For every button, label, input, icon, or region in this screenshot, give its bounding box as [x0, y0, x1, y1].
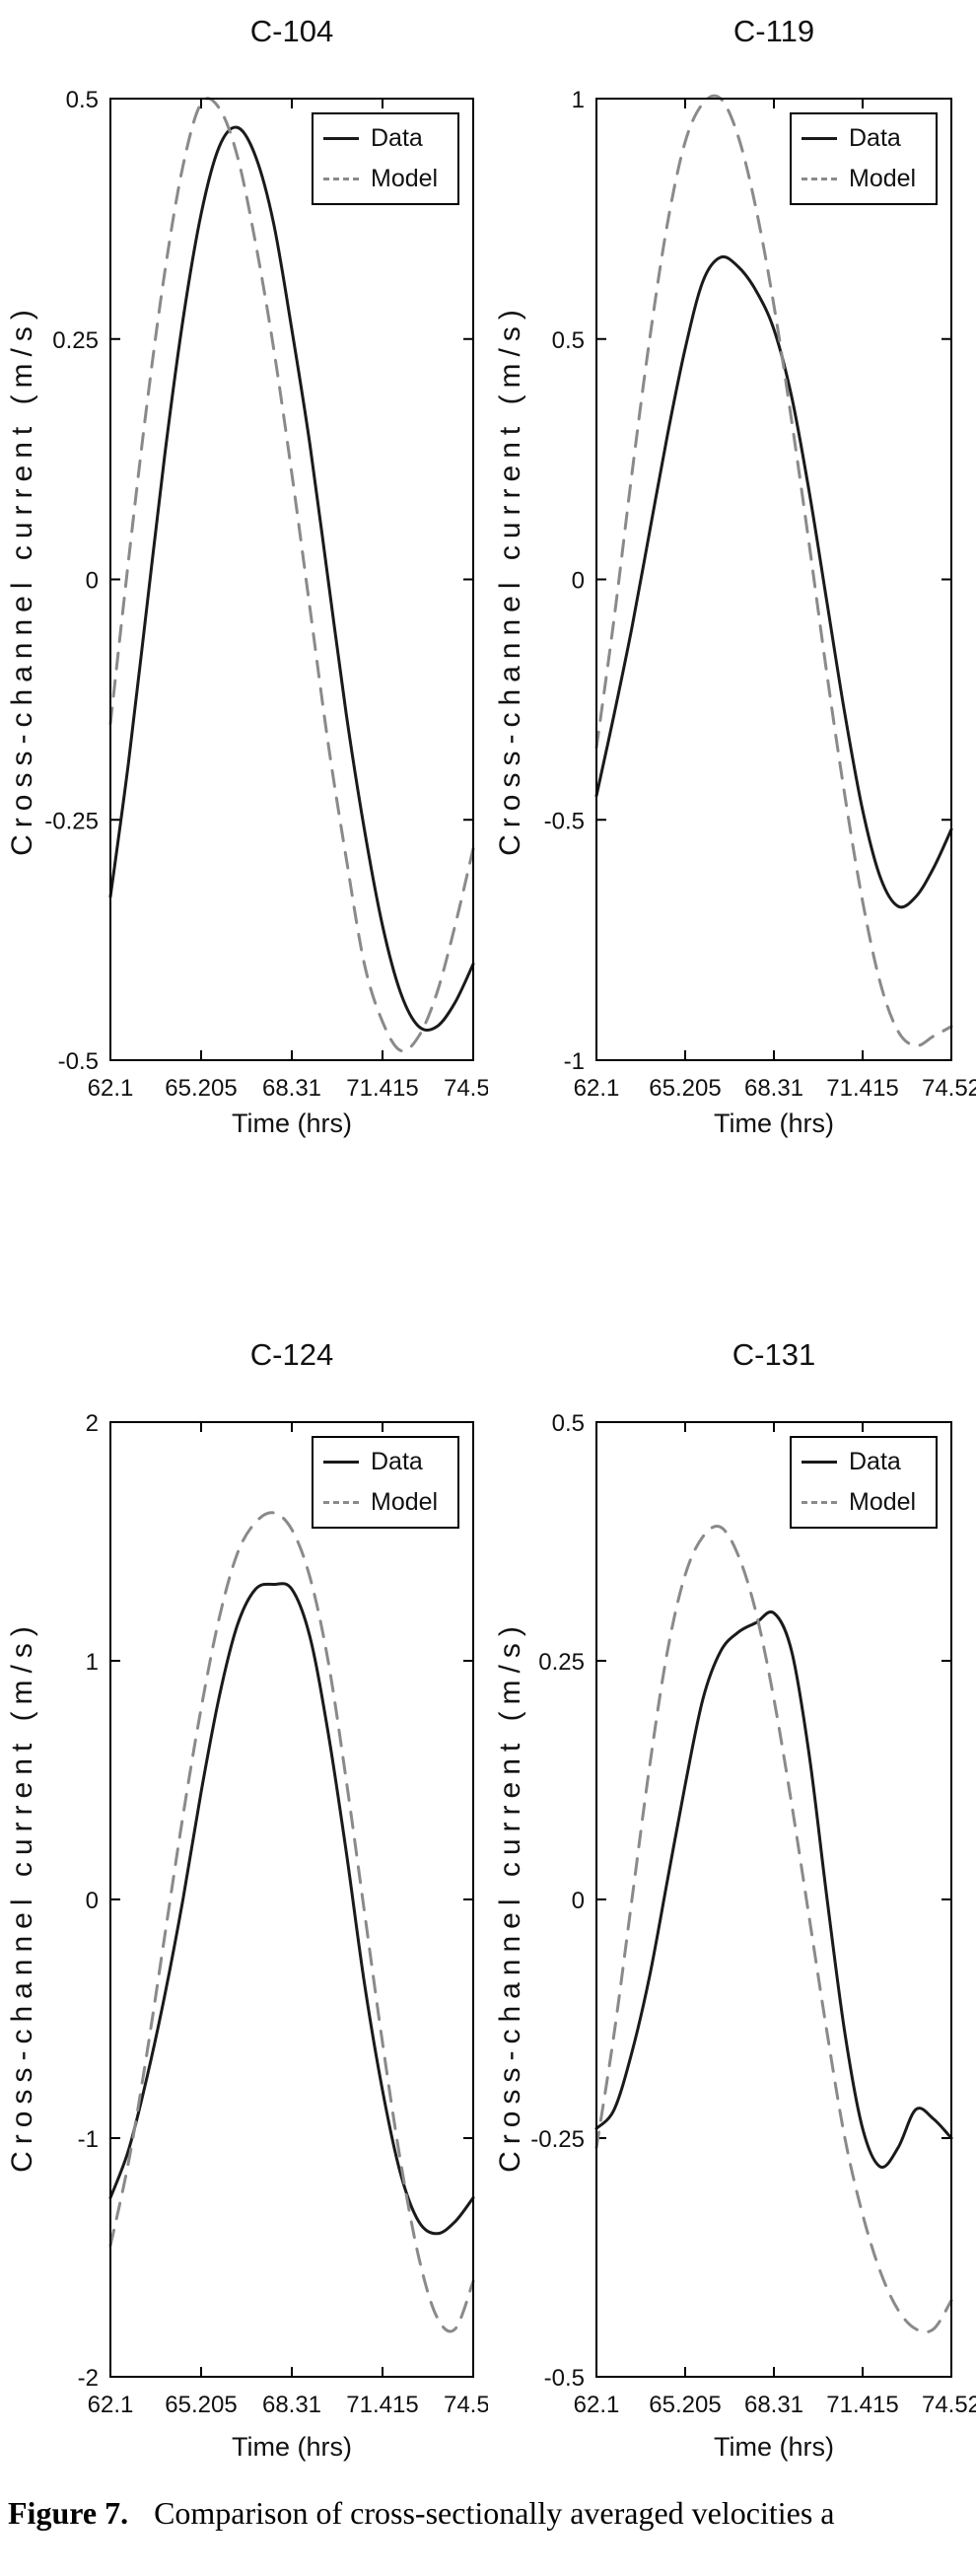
chart-c-104: 62.1 65.205 68.31 71.415 74.52 -0.5 -0.25 0 0.25… — [44, 87, 488, 1102]
model-line-sample-icon — [802, 1501, 837, 1504]
svg-text:74.52: 74.52 — [922, 1075, 976, 1102]
legend-label-data: Data — [849, 124, 901, 152]
legend-label-model: Model — [371, 1488, 439, 1516]
svg-text:68.31: 68.31 — [744, 2392, 803, 2418]
svg-text:0.25: 0.25 — [52, 327, 99, 354]
subplot-title-c-104: C-104 — [249, 14, 334, 48]
legend-entry-model: Model — [802, 165, 926, 193]
model-line-sample-icon — [802, 178, 837, 180]
legend: Data Model — [790, 1436, 938, 1529]
svg-text:-0.25: -0.25 — [44, 808, 99, 834]
svg-text:74.52: 74.52 — [922, 2392, 976, 2418]
figure-caption: Figure 7. Comparison of cross-sectionally… — [8, 2495, 974, 2544]
x-axis-label: Time (hrs) — [232, 2432, 352, 2462]
svg-text:0.25: 0.25 — [538, 1649, 585, 1676]
svg-text:71.415: 71.415 — [826, 2392, 898, 2418]
legend-entry-data: Data — [802, 1448, 926, 1476]
legend: Data Model — [790, 112, 938, 205]
x-axis-label: Time (hrs) — [232, 1109, 352, 1138]
svg-text:0: 0 — [86, 568, 99, 595]
svg-text:68.31: 68.31 — [262, 2392, 321, 2418]
svg-text:-0.5: -0.5 — [544, 2365, 585, 2392]
svg-text:-1: -1 — [78, 2126, 99, 2153]
svg-text:74.52: 74.52 — [444, 2392, 488, 2418]
svg-text:2: 2 — [86, 1410, 99, 1437]
svg-text:65.205: 65.205 — [165, 2392, 237, 2418]
legend-label-data: Data — [849, 1448, 901, 1475]
legend-label-data: Data — [371, 124, 423, 152]
subplot-title-c-124: C-124 — [249, 1337, 334, 1372]
x-axis-label: Time (hrs) — [714, 2432, 834, 2462]
model-line-sample-icon — [323, 178, 359, 180]
svg-text:-2: -2 — [78, 2365, 99, 2392]
svg-text:0: 0 — [572, 568, 585, 595]
svg-text:65.205: 65.205 — [649, 2392, 721, 2418]
svg-text:0.5: 0.5 — [552, 327, 585, 354]
x-axis-label: Time (hrs) — [714, 1109, 834, 1138]
legend-entry-data: Data — [323, 124, 448, 153]
svg-text:-0.25: -0.25 — [530, 2126, 585, 2153]
svg-text:74.52: 74.52 — [444, 1075, 488, 1102]
svg-text:65.205: 65.205 — [165, 1075, 237, 1102]
legend-label-model: Model — [849, 1488, 917, 1516]
subplot-c-119: C-119 Cross-channel current (m/s) 62.1 65… — [488, 0, 976, 1252]
svg-text:65.205: 65.205 — [649, 1075, 721, 1102]
legend-entry-model: Model — [323, 165, 448, 193]
legend: Data Model — [312, 1436, 459, 1529]
figure-caption-label: Figure 7. — [8, 2495, 129, 2531]
subplot-title-c-119: C-119 — [732, 14, 815, 48]
chart-c-119: 62.1 65.205 68.31 71.415 74.52 -1 -0.5 0 0.5 1 — [544, 87, 976, 1102]
svg-text:1: 1 — [86, 1649, 99, 1676]
svg-text:0: 0 — [572, 1888, 585, 1914]
svg-text:71.415: 71.415 — [346, 2392, 418, 2418]
svg-text:62.1: 62.1 — [574, 2392, 620, 2418]
svg-text:-0.5: -0.5 — [58, 1048, 99, 1075]
data-line-sample-icon — [802, 1461, 837, 1464]
chart-c-131: 62.1 65.205 68.31 71.415 74.52 -0.5 -0.25 0 0.25… — [530, 1410, 976, 2418]
legend-label-model: Model — [371, 165, 439, 192]
legend-entry-model: Model — [802, 1488, 926, 1517]
svg-text:0.5: 0.5 — [552, 1410, 585, 1437]
legend-label-model: Model — [849, 165, 917, 192]
svg-text:-1: -1 — [564, 1048, 585, 1075]
legend: Data Model — [312, 112, 459, 205]
chart-c-124: 62.1 65.205 68.31 71.415 74.52 -2 -1 0 1 2 — [78, 1410, 488, 2418]
subplot-c-104: C-104 Cross-channel current (m/s) 62.1 65… — [0, 0, 488, 1252]
figure-caption-text: Comparison of cross-sectionally averaged… — [154, 2495, 835, 2531]
svg-text:68.31: 68.31 — [262, 1075, 321, 1102]
subplot-c-124: C-124 Cross-channel current (m/s) 62.1 65… — [0, 1324, 488, 2576]
data-line-sample-icon — [323, 1461, 359, 1464]
svg-text:62.1: 62.1 — [88, 2392, 134, 2418]
svg-text:1: 1 — [572, 87, 585, 113]
svg-text:62.1: 62.1 — [574, 1075, 620, 1102]
svg-text:71.415: 71.415 — [346, 1075, 418, 1102]
svg-text:68.31: 68.31 — [744, 1075, 803, 1102]
svg-text:62.1: 62.1 — [88, 1075, 134, 1102]
model-line-sample-icon — [323, 1501, 359, 1504]
svg-text:0: 0 — [86, 1888, 99, 1914]
svg-text:-0.5: -0.5 — [544, 808, 585, 834]
legend-entry-data: Data — [802, 124, 926, 153]
legend-entry-data: Data — [323, 1448, 448, 1476]
subplot-title-c-131: C-131 — [732, 1337, 816, 1372]
subplot-c-131: C-131 Cross-channel current (m/s) 62.1 65… — [488, 1324, 976, 2576]
data-line-sample-icon — [802, 137, 837, 140]
data-line-sample-icon — [323, 137, 359, 140]
legend-entry-model: Model — [323, 1488, 448, 1517]
legend-label-data: Data — [371, 1448, 423, 1475]
svg-text:0.5: 0.5 — [66, 87, 99, 113]
svg-text:71.415: 71.415 — [826, 1075, 898, 1102]
